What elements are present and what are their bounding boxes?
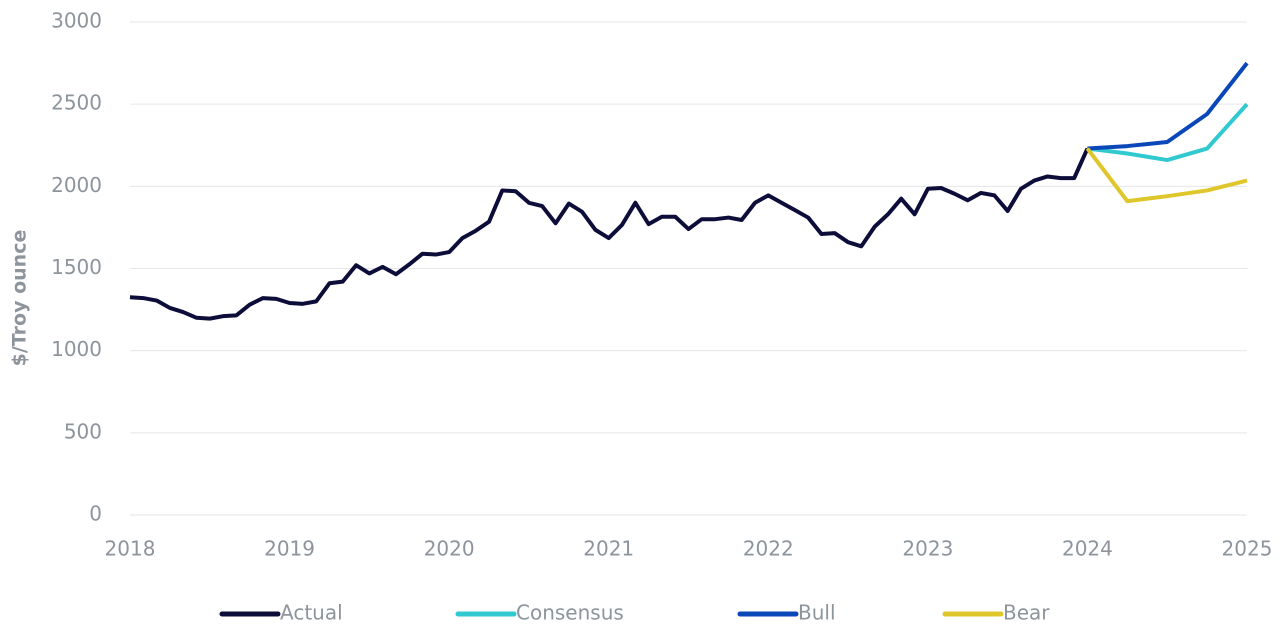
y-tick-label: 500 (64, 419, 102, 443)
legend-label: Bear (1003, 601, 1050, 625)
series-line (1087, 61, 1249, 151)
y-tick-label: 1500 (51, 255, 102, 279)
legend-label: Consensus (516, 601, 624, 625)
legend-label: Actual (280, 601, 343, 625)
x-tick-label: 2024 (1062, 537, 1113, 561)
x-tick-label: 2019 (264, 537, 315, 561)
series-line (1087, 102, 1249, 163)
series-line (1085, 147, 1248, 204)
y-tick-label: 2500 (51, 91, 102, 115)
legend-label: Bull (798, 601, 836, 625)
y-axis-label: $/Troy ounce (9, 230, 31, 367)
x-tick-label: 2020 (424, 537, 475, 561)
y-tick-label: 3000 (51, 9, 102, 33)
series-line (129, 147, 1090, 321)
x-tick-label: 2018 (105, 537, 156, 561)
x-tick-label: 2022 (743, 537, 794, 561)
y-tick-label: 2000 (51, 173, 102, 197)
x-tick-label: 2025 (1222, 537, 1273, 561)
x-tick-label: 2023 (902, 537, 953, 561)
x-tick-label: 2021 (583, 537, 634, 561)
y-tick-label: 0 (89, 502, 102, 526)
y-tick-label: 1000 (51, 337, 102, 361)
